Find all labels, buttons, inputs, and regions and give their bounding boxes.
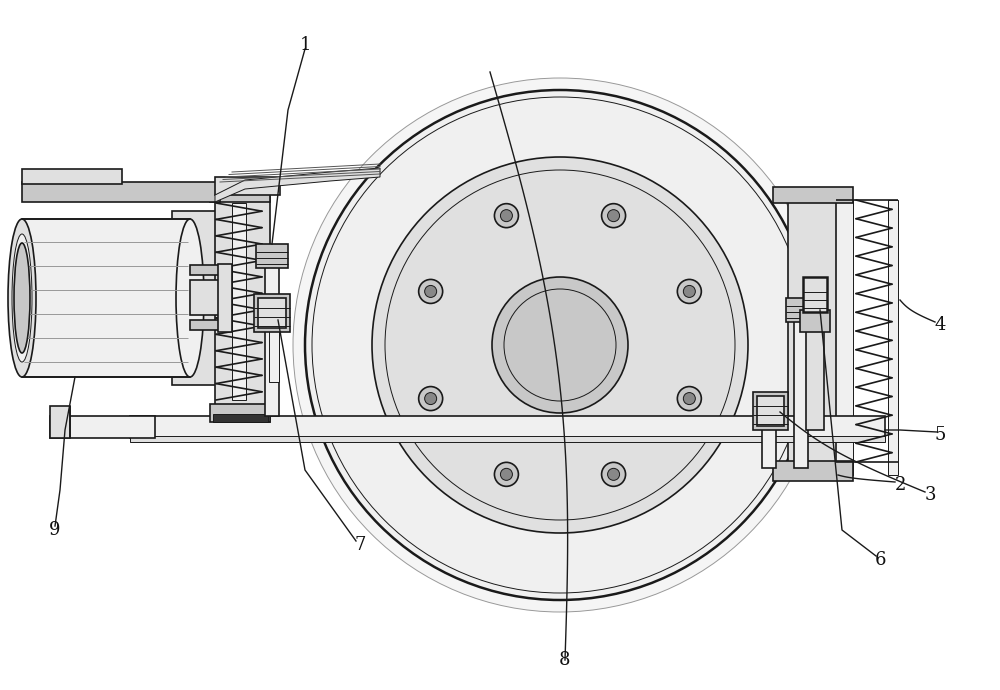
- Text: 1: 1: [299, 36, 311, 54]
- Bar: [835, 200, 853, 475]
- Ellipse shape: [677, 279, 701, 304]
- Ellipse shape: [494, 204, 518, 228]
- Bar: [773, 461, 853, 481]
- Ellipse shape: [385, 170, 735, 520]
- Bar: [794, 320, 808, 468]
- Bar: [258, 298, 286, 328]
- Bar: [265, 266, 279, 416]
- Bar: [753, 392, 788, 430]
- Text: 9: 9: [49, 521, 61, 539]
- Polygon shape: [215, 168, 380, 202]
- Bar: [190, 320, 225, 330]
- Ellipse shape: [305, 90, 815, 600]
- Bar: [130, 436, 885, 442]
- Ellipse shape: [14, 243, 30, 353]
- Bar: [256, 244, 288, 268]
- Ellipse shape: [425, 286, 437, 297]
- Bar: [254, 294, 290, 332]
- Bar: [22, 182, 220, 202]
- Ellipse shape: [492, 277, 628, 413]
- Ellipse shape: [419, 279, 443, 304]
- Bar: [762, 428, 776, 468]
- Ellipse shape: [608, 469, 620, 480]
- Ellipse shape: [602, 204, 626, 228]
- Ellipse shape: [608, 210, 620, 221]
- Ellipse shape: [12, 234, 32, 362]
- Ellipse shape: [312, 97, 808, 593]
- Ellipse shape: [500, 210, 512, 221]
- Text: 5: 5: [934, 426, 946, 444]
- Bar: [803, 277, 827, 312]
- Bar: [215, 197, 270, 422]
- Bar: [218, 264, 232, 332]
- Ellipse shape: [8, 219, 36, 377]
- Ellipse shape: [602, 462, 626, 486]
- Bar: [50, 416, 155, 438]
- Ellipse shape: [500, 469, 512, 480]
- Bar: [800, 310, 830, 332]
- Ellipse shape: [176, 219, 204, 377]
- Bar: [210, 184, 270, 202]
- Bar: [888, 200, 898, 475]
- Ellipse shape: [372, 157, 748, 533]
- Bar: [172, 211, 220, 385]
- Ellipse shape: [419, 386, 443, 411]
- Bar: [806, 330, 824, 430]
- Ellipse shape: [677, 386, 701, 411]
- Ellipse shape: [504, 289, 616, 401]
- Bar: [190, 265, 225, 275]
- Bar: [130, 416, 885, 438]
- Text: 7: 7: [354, 536, 366, 554]
- Bar: [210, 404, 270, 422]
- Bar: [232, 203, 246, 400]
- Bar: [190, 280, 220, 315]
- Text: 3: 3: [924, 486, 936, 504]
- Bar: [215, 177, 280, 195]
- Bar: [786, 298, 816, 322]
- Ellipse shape: [425, 393, 437, 404]
- Bar: [22, 169, 122, 184]
- Text: 8: 8: [559, 651, 571, 669]
- Bar: [269, 330, 279, 382]
- Bar: [757, 396, 784, 426]
- Bar: [22, 219, 190, 377]
- Ellipse shape: [293, 78, 827, 612]
- Ellipse shape: [683, 393, 695, 404]
- Bar: [213, 414, 268, 422]
- Text: 2: 2: [894, 476, 906, 494]
- Bar: [773, 187, 853, 203]
- Ellipse shape: [494, 462, 518, 486]
- Bar: [50, 406, 70, 438]
- Ellipse shape: [683, 286, 695, 297]
- Text: 6: 6: [874, 551, 886, 569]
- Text: 4: 4: [934, 316, 946, 334]
- Bar: [788, 200, 836, 475]
